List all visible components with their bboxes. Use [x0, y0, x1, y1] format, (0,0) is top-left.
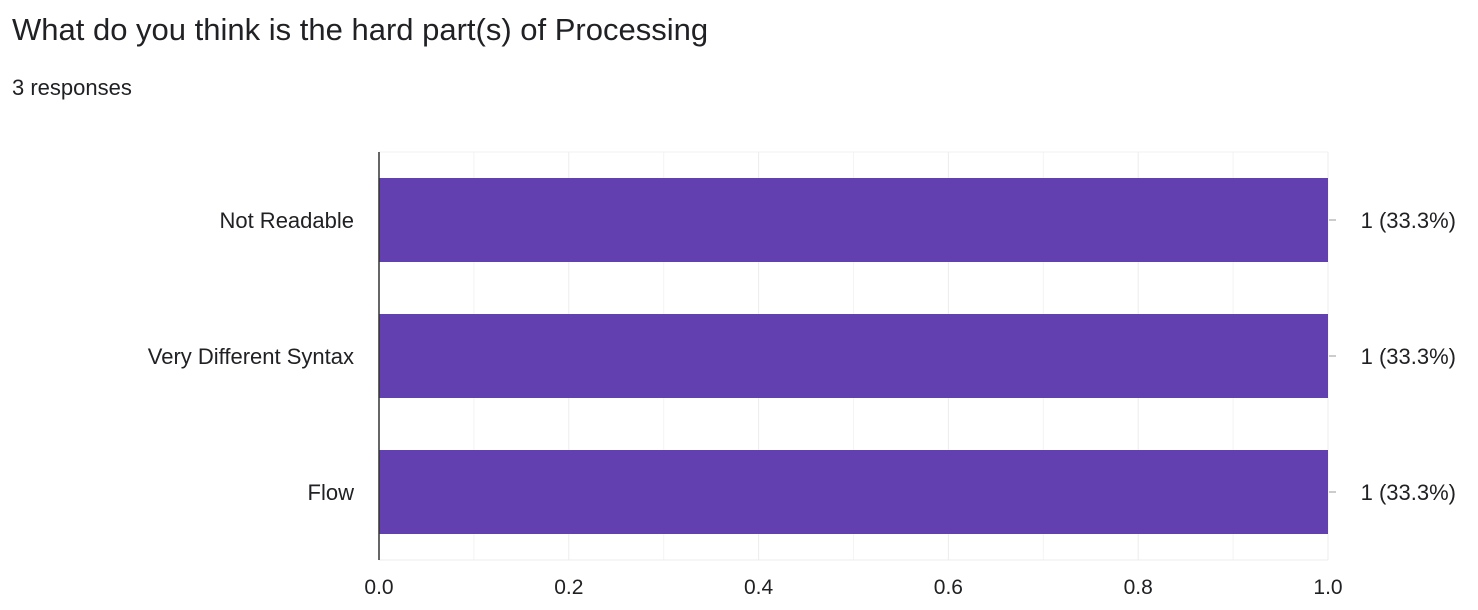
- page-title: What do you think is the hard part(s) of…: [12, 12, 709, 47]
- x-tick-label: 0.8: [1124, 576, 1153, 599]
- x-tick-label: 0.4: [744, 576, 774, 599]
- bar: [379, 450, 1328, 534]
- data-label: 1 (33.3%): [1361, 208, 1456, 233]
- data-label: 1 (33.3%): [1361, 480, 1456, 505]
- x-tick-label: 1.0: [1313, 576, 1342, 599]
- x-tick-label: 0.0: [364, 576, 393, 599]
- category-label: Not Readable: [219, 208, 354, 233]
- bar: [379, 314, 1328, 398]
- x-tick-label: 0.6: [934, 576, 963, 599]
- bar: [379, 178, 1328, 262]
- category-label: Flow: [308, 480, 355, 505]
- category-label: Very Different Syntax: [148, 344, 354, 369]
- response-count: 3 responses: [12, 75, 132, 100]
- data-label: 1 (33.3%): [1361, 344, 1456, 369]
- x-tick-label: 0.2: [554, 576, 583, 599]
